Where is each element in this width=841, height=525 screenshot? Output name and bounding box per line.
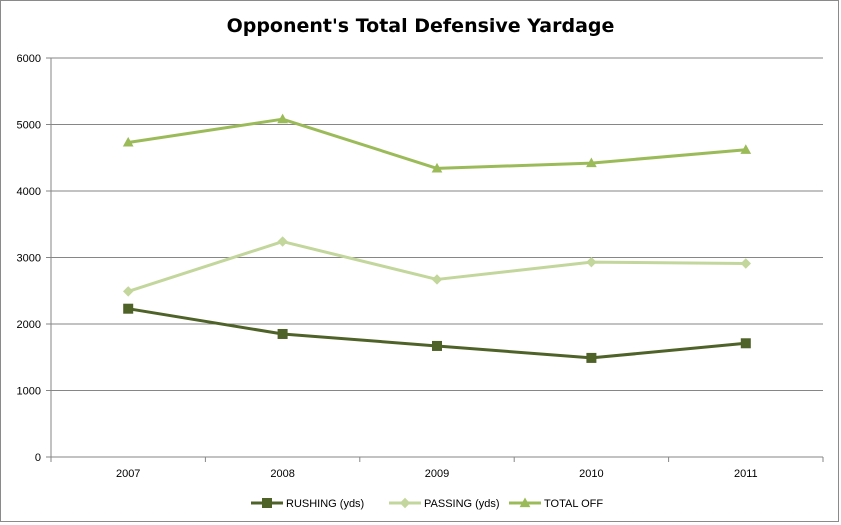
y-tick-label: 1000 — [17, 386, 41, 398]
y-tick-label: 5000 — [17, 120, 41, 132]
gridlines — [51, 57, 823, 391]
data-point-square — [262, 498, 272, 508]
data-point-square — [586, 352, 597, 363]
chart-title: Opponent's Total Defensive Yardage — [226, 15, 615, 37]
series-line — [127, 117, 746, 170]
y-tick-label: 0 — [35, 452, 41, 464]
legend-label: TOTAL OFF — [544, 498, 603, 510]
x-tick-label: 2007 — [116, 468, 140, 480]
data-point-square — [123, 303, 134, 314]
legend-item-2: TOTAL OFF — [509, 497, 603, 510]
data-point-triangle — [431, 162, 443, 173]
x-tick-label: 2010 — [579, 468, 603, 480]
data-point-diamond — [586, 256, 597, 268]
y-tick-label: 6000 — [17, 53, 41, 65]
series-2 — [122, 113, 752, 173]
legend: RUSHING (yds) PASSING (yds) TOTAL OFF — [251, 497, 603, 510]
data-point-triangle — [586, 157, 597, 168]
data-point-square — [740, 338, 751, 349]
y-tick-label: 3000 — [17, 253, 41, 265]
data-point-diamond — [277, 236, 288, 247]
legend-label: RUSHING (yds) — [286, 498, 364, 510]
legend-label: PASSING (yds) — [424, 498, 500, 510]
data-point-diamond — [399, 497, 411, 509]
x-tick-label: 2011 — [734, 468, 758, 480]
data-point-triangle — [519, 497, 531, 508]
axes: 0 1000 2000 3000 4000 5000 6000 2007 2008 2009 201… — [17, 53, 824, 480]
legend-item-1: PASSING (yds) — [389, 497, 500, 510]
series-1 — [122, 236, 752, 297]
data-point-triangle — [740, 144, 752, 154]
data-point-triangle — [122, 136, 134, 147]
x-tick-label: 2009 — [425, 468, 449, 480]
series-0 — [123, 303, 751, 363]
data-point-diamond — [122, 286, 134, 297]
series-lines — [122, 113, 752, 363]
data-point-diamond — [740, 258, 752, 269]
data-point-diamond — [431, 274, 443, 285]
x-tick-label: 2008 — [270, 468, 294, 480]
y-tick-label: 2000 — [17, 319, 41, 331]
data-point-square — [432, 340, 442, 351]
legend-item-0: RUSHING (yds) — [251, 498, 364, 510]
y-tick-label: 4000 — [17, 186, 41, 198]
data-point-square — [277, 328, 288, 339]
data-point-triangle — [277, 113, 288, 124]
